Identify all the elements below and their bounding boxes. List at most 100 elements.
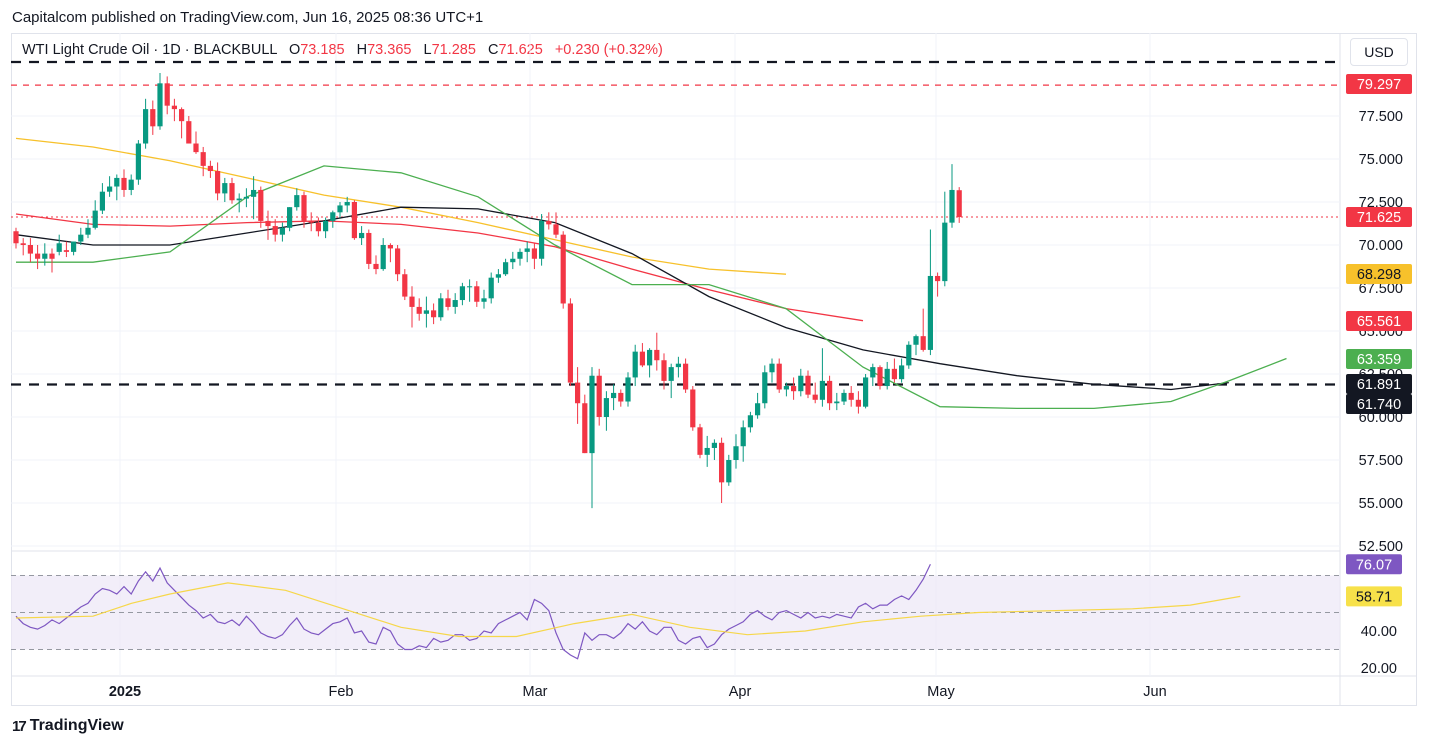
candle-body bbox=[85, 227, 91, 235]
candle bbox=[690, 386, 696, 431]
candle bbox=[27, 238, 33, 263]
candle-body bbox=[488, 277, 494, 299]
candle bbox=[589, 367, 595, 509]
candle bbox=[344, 196, 350, 213]
candle-body bbox=[899, 365, 905, 380]
candle-body bbox=[157, 83, 163, 127]
candle-body bbox=[661, 360, 667, 381]
candle-body bbox=[114, 177, 120, 187]
candle bbox=[207, 160, 213, 178]
candle bbox=[63, 241, 69, 258]
time-tick-label: Apr bbox=[729, 684, 752, 700]
candle-body bbox=[359, 232, 365, 239]
candle-body bbox=[164, 83, 170, 106]
candle-body bbox=[409, 296, 415, 307]
candle bbox=[416, 298, 422, 321]
candle-body bbox=[215, 171, 221, 194]
candle bbox=[510, 251, 516, 270]
candle-body bbox=[315, 222, 321, 232]
candle-body bbox=[618, 392, 624, 402]
time-tick-label: Feb bbox=[329, 684, 354, 700]
price-badge-label: 61.891 bbox=[1357, 377, 1401, 393]
candle-body bbox=[855, 399, 861, 407]
candle-body bbox=[510, 258, 516, 263]
candle-body bbox=[416, 306, 422, 314]
candle-body bbox=[704, 447, 710, 455]
candle bbox=[755, 392, 761, 419]
candle bbox=[272, 219, 278, 242]
price-tick-label: 67.500 bbox=[1359, 281, 1403, 297]
candle-body bbox=[459, 286, 465, 301]
candle-body bbox=[308, 220, 314, 223]
candle bbox=[639, 343, 645, 368]
candle-body bbox=[567, 303, 573, 383]
candle bbox=[387, 243, 393, 263]
high-label: H bbox=[356, 42, 368, 58]
candle-body bbox=[445, 298, 451, 307]
candle-body bbox=[42, 253, 48, 259]
candle bbox=[524, 241, 530, 263]
candle bbox=[171, 98, 177, 122]
chart-frame bbox=[11, 33, 1417, 706]
candle bbox=[49, 248, 55, 273]
candle-body bbox=[301, 195, 307, 221]
candle bbox=[531, 243, 537, 270]
rsi-tick-label: 20.00 bbox=[1361, 661, 1397, 677]
candle bbox=[546, 212, 552, 230]
rsi-badge-label: 76.07 bbox=[1356, 557, 1392, 573]
candle-body bbox=[812, 394, 818, 400]
candle-body bbox=[107, 186, 113, 192]
candle bbox=[719, 437, 725, 503]
candle-body bbox=[841, 392, 847, 402]
candle-body bbox=[20, 243, 26, 245]
candle-body bbox=[863, 377, 869, 407]
candle-body bbox=[481, 298, 487, 302]
candle bbox=[85, 219, 91, 239]
candle bbox=[179, 107, 185, 139]
candle-body bbox=[654, 349, 660, 361]
time-tick-label: Mar bbox=[523, 684, 548, 700]
candle bbox=[251, 176, 257, 220]
candle bbox=[380, 238, 386, 271]
candle-body bbox=[517, 251, 523, 259]
close-value: 71.625 bbox=[498, 42, 543, 58]
candle-body bbox=[891, 368, 897, 380]
candle-body bbox=[495, 274, 501, 278]
candle bbox=[848, 386, 854, 407]
candle-body bbox=[27, 245, 33, 254]
candle bbox=[891, 358, 897, 383]
currency-button[interactable]: USD bbox=[1350, 38, 1408, 66]
candle bbox=[150, 100, 156, 135]
candle bbox=[258, 186, 264, 228]
candle bbox=[294, 188, 300, 211]
candle bbox=[747, 411, 753, 433]
candle-body bbox=[848, 392, 854, 400]
candle bbox=[222, 177, 228, 202]
candle bbox=[625, 372, 631, 407]
candle bbox=[884, 361, 890, 390]
candle-body bbox=[884, 368, 890, 387]
candle bbox=[42, 243, 48, 266]
candle bbox=[632, 344, 638, 387]
candle-body bbox=[35, 253, 41, 259]
candle-body bbox=[769, 363, 775, 373]
candle bbox=[683, 358, 689, 393]
candle-body bbox=[222, 183, 228, 194]
candle-body bbox=[639, 351, 645, 366]
published-caption: Capitalcom published on TradingView.com,… bbox=[12, 9, 484, 26]
price-badge-label: 68.298 bbox=[1357, 267, 1401, 283]
candle-body bbox=[683, 363, 689, 390]
candle-body bbox=[920, 336, 926, 350]
candle-body bbox=[395, 248, 401, 275]
candle bbox=[798, 368, 804, 397]
candle-body bbox=[726, 460, 732, 483]
candle-body bbox=[423, 310, 429, 314]
candle bbox=[805, 370, 811, 399]
candle bbox=[812, 382, 818, 404]
candle bbox=[567, 298, 573, 387]
candle-body bbox=[323, 220, 329, 232]
price-badge bbox=[1346, 74, 1412, 94]
candle bbox=[366, 229, 372, 270]
candle-body bbox=[92, 210, 98, 228]
